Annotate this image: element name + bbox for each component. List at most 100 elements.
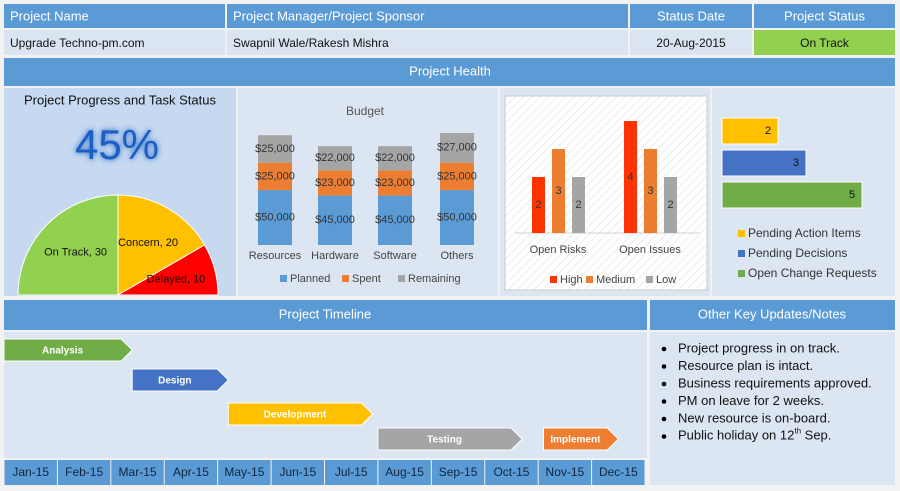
month-cell	[378, 460, 431, 485]
header-cell	[4, 4, 225, 28]
bullet	[661, 364, 667, 369]
bar-segment	[378, 146, 412, 171]
bar-segment	[258, 162, 292, 191]
slice-label: Concern, 20	[118, 237, 178, 249]
notes-title: Other Key Updates/Notes	[698, 306, 847, 321]
legend-swatch	[586, 276, 593, 283]
bar	[624, 121, 637, 233]
bar-label: $22,000	[375, 152, 415, 164]
month-cell	[164, 460, 218, 485]
legend-swatch	[738, 270, 745, 277]
bar-label: 5	[849, 189, 855, 201]
bar	[664, 177, 677, 233]
task-label: Design	[158, 376, 191, 387]
health-bar	[4, 58, 895, 86]
month-cell	[57, 460, 111, 485]
x-tick-label: Aug-15	[385, 465, 424, 479]
legend-swatch	[646, 276, 653, 283]
legend-swatch	[550, 276, 557, 283]
bar-label: 4	[627, 171, 633, 183]
bullet	[661, 399, 667, 404]
row-cell	[754, 30, 895, 55]
x-tick-label: Oct-15	[493, 465, 529, 479]
bar-label: $23,000	[315, 177, 355, 189]
legend-swatch	[398, 275, 405, 282]
header-label: Project Name	[10, 8, 89, 23]
header-cell	[630, 4, 752, 28]
legend-label: Medium	[596, 274, 635, 286]
x-tick-label: Feb-15	[65, 465, 103, 479]
slice-label: On Track, 30	[44, 246, 107, 258]
row-value: On Track	[800, 36, 850, 50]
row-value: Swapnil Wale/Rakesh Mishra	[233, 36, 389, 50]
bar	[532, 177, 545, 233]
bar-label: 2	[667, 199, 673, 211]
row-cell	[630, 30, 752, 55]
bar-label: $45,000	[375, 214, 415, 226]
legend-label: Pending Action Items	[748, 226, 861, 240]
row-value: Upgrade Techno-pm.com	[10, 36, 145, 50]
row-cell	[227, 30, 628, 55]
progress-value: 45%	[75, 121, 159, 168]
timeline-header	[4, 300, 647, 330]
pie-slice	[116, 244, 219, 296]
pie-slice	[117, 194, 206, 296]
bar-label: $25,000	[255, 143, 295, 155]
note-item: Business requirements approved.	[678, 375, 872, 390]
notes-area	[650, 332, 895, 485]
bar-label: 2	[575, 199, 581, 211]
bar	[721, 117, 779, 145]
header-cell	[227, 4, 628, 28]
bar	[572, 177, 585, 233]
bar-label: 3	[647, 185, 653, 197]
note-tail: Sep.	[801, 428, 831, 443]
note-sup: th	[794, 427, 801, 436]
x-tick-label: Resources	[249, 250, 302, 262]
note-item: PM on leave for 2 weeks.	[678, 393, 824, 408]
x-tick-label: May-15	[224, 465, 264, 479]
legend-label: Pending Decisions	[748, 246, 847, 260]
x-tick-label: Nov-15	[546, 465, 585, 479]
bar	[721, 181, 863, 209]
x-tick-label: Jan-15	[12, 465, 49, 479]
note-text: Public holiday on 12	[678, 428, 794, 443]
month-cell	[218, 460, 271, 485]
legend-swatch	[738, 250, 745, 257]
row-cell	[4, 30, 225, 55]
x-tick-label: Mar-15	[119, 465, 157, 479]
bar-segment	[440, 133, 474, 163]
pie-slice	[17, 194, 119, 296]
month-cell	[325, 460, 378, 485]
bar-label: $50,000	[255, 211, 295, 223]
bar-segment	[378, 170, 412, 196]
legend-swatch	[280, 275, 287, 282]
timeline-bar	[3, 338, 133, 362]
bar-label: $23,000	[375, 177, 415, 189]
month-cell	[538, 460, 592, 485]
x-tick-label: Apr-15	[173, 465, 209, 479]
bar-segment	[318, 195, 352, 245]
bar-segment	[318, 170, 352, 196]
x-tick-label: Jul-15	[335, 465, 368, 479]
bar	[721, 149, 807, 177]
header-label: Status Date	[657, 8, 725, 23]
bar	[552, 149, 565, 233]
bar-label: 2	[765, 125, 771, 137]
content: Project Name Upgrade Techno-pm.com Project…	[3, 4, 895, 485]
bar-label: 2	[535, 199, 541, 211]
bar-label: $25,000	[255, 170, 295, 182]
timeline-bar	[543, 427, 619, 451]
legend-label: Low	[656, 274, 676, 286]
bullet	[661, 416, 667, 422]
bullet	[661, 434, 667, 439]
legend-label: Planned	[290, 273, 330, 285]
bar-segment	[378, 195, 412, 245]
legend-label: Open Change Requests	[748, 266, 877, 280]
chart-title: Budget	[346, 104, 385, 118]
header-cell	[754, 4, 895, 28]
bar-segment	[440, 162, 474, 191]
month-cell	[592, 460, 645, 485]
legend-swatch	[342, 275, 349, 282]
x-tick-label: Open Risks	[530, 244, 587, 256]
